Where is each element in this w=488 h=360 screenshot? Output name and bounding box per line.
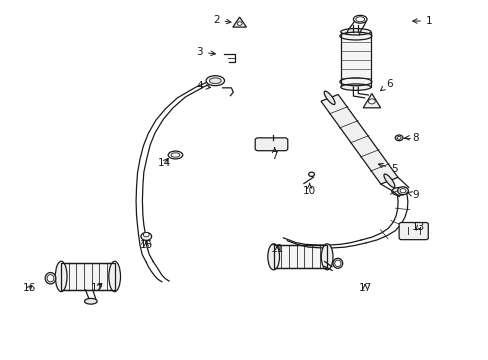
Text: 16: 16 xyxy=(23,283,36,293)
Text: 2: 2 xyxy=(213,15,230,25)
Ellipse shape xyxy=(340,28,370,35)
Text: 14: 14 xyxy=(157,158,170,168)
Ellipse shape xyxy=(84,298,97,304)
Ellipse shape xyxy=(391,188,406,195)
Ellipse shape xyxy=(55,261,67,292)
Ellipse shape xyxy=(47,275,54,282)
Polygon shape xyxy=(363,94,380,108)
Polygon shape xyxy=(232,17,246,27)
Text: 1: 1 xyxy=(412,16,432,26)
Ellipse shape xyxy=(109,261,120,292)
FancyBboxPatch shape xyxy=(398,222,427,240)
Ellipse shape xyxy=(340,84,370,90)
Text: 11: 11 xyxy=(270,244,284,253)
Text: 8: 8 xyxy=(404,133,418,143)
Ellipse shape xyxy=(308,172,314,176)
Ellipse shape xyxy=(383,174,394,188)
Ellipse shape xyxy=(394,135,402,141)
Text: 10: 10 xyxy=(303,184,316,197)
Ellipse shape xyxy=(368,99,374,104)
Bar xyxy=(273,245,326,269)
Text: 13: 13 xyxy=(411,222,425,232)
Ellipse shape xyxy=(209,78,221,84)
Text: 6: 6 xyxy=(380,78,392,91)
Bar xyxy=(61,263,115,290)
Text: 7: 7 xyxy=(271,148,277,161)
Ellipse shape xyxy=(397,187,407,195)
FancyBboxPatch shape xyxy=(255,138,287,151)
Text: 3: 3 xyxy=(196,47,215,57)
Ellipse shape xyxy=(334,260,340,266)
Text: 17: 17 xyxy=(358,283,371,293)
Ellipse shape xyxy=(205,76,224,86)
Text: 15: 15 xyxy=(140,240,153,250)
Ellipse shape xyxy=(141,233,151,240)
Ellipse shape xyxy=(324,91,334,104)
Bar xyxy=(340,32,370,87)
Ellipse shape xyxy=(399,189,405,193)
Ellipse shape xyxy=(332,258,342,268)
Ellipse shape xyxy=(171,153,180,157)
Ellipse shape xyxy=(168,151,183,159)
Ellipse shape xyxy=(237,22,242,25)
Bar xyxy=(61,263,115,290)
Ellipse shape xyxy=(321,244,332,270)
Polygon shape xyxy=(320,94,397,184)
Ellipse shape xyxy=(267,244,279,270)
Text: 12: 12 xyxy=(91,283,104,293)
Ellipse shape xyxy=(45,273,56,284)
Ellipse shape xyxy=(143,233,149,237)
Text: 4: 4 xyxy=(196,81,210,91)
Ellipse shape xyxy=(353,15,366,23)
Text: 9: 9 xyxy=(406,190,418,200)
Ellipse shape xyxy=(396,136,400,139)
Ellipse shape xyxy=(355,17,364,22)
Bar xyxy=(273,245,326,269)
Text: 5: 5 xyxy=(378,163,397,174)
